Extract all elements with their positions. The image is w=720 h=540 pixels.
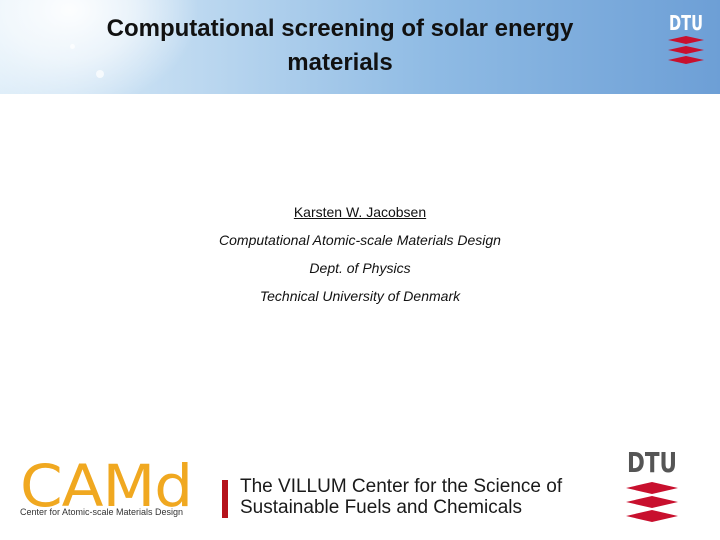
affiliation-university: Technical University of Denmark [259, 288, 461, 304]
camd-logo: CAMd [20, 458, 193, 520]
author-block: Karsten W. Jacobsen Computational Atomic… [0, 198, 720, 310]
camd-wordmark: CAMd [20, 458, 192, 520]
lens-flare [96, 70, 104, 78]
lens-flare [70, 44, 75, 49]
dtu-emblem-icon [626, 482, 678, 522]
affiliation-center: Computational Atomic-scale Materials Des… [219, 232, 501, 248]
villum-bar-icon [222, 480, 228, 518]
camd-subtitle: Center for Atomic-scale Materials Design [20, 507, 184, 517]
slide-title: Computational screening of solar energy … [40, 12, 640, 80]
dtu-wordmark-bottom: DTU [627, 446, 677, 479]
title-line-2: materials [287, 49, 393, 76]
title-line-1: Computational screening of solar energy [106, 15, 574, 42]
villum-line-1: The VILLUM Center for the Science of [240, 476, 563, 497]
affiliation-department: Dept. of Physics [309, 260, 411, 276]
dtu-logo-bottom: DTU [626, 446, 678, 522]
author-name: Karsten W. Jacobsen [293, 204, 427, 220]
dtu-emblem-icon [668, 36, 704, 64]
sun-glow [0, 0, 200, 94]
dtu-wordmark-top: DTU [669, 11, 703, 35]
dtu-logo-top: DTU [668, 11, 704, 64]
villum-logo-text: The VILLUM Center for the Science of Sus… [240, 476, 562, 518]
header-banner: Computational screening of solar energy … [0, 0, 720, 94]
villum-line-2: Sustainable Fuels and Chemicals [240, 497, 522, 518]
